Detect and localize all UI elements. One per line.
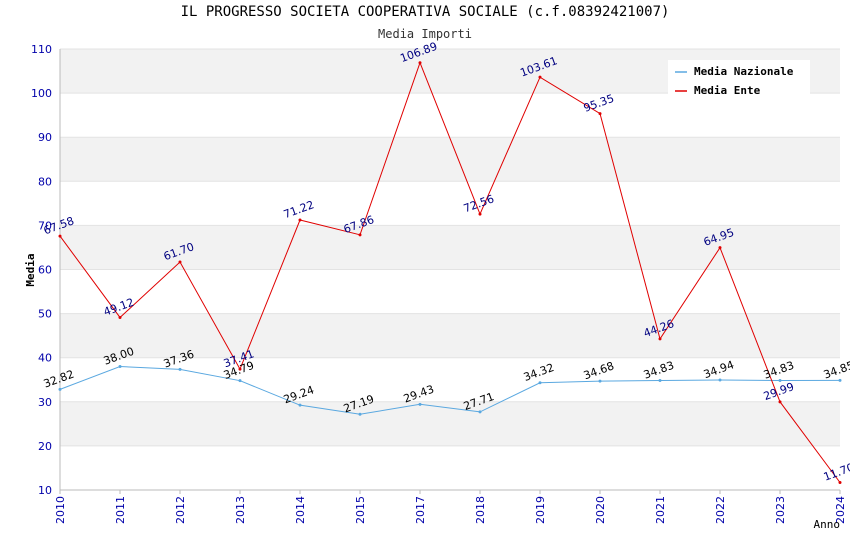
- x-tick-label: 2010: [54, 496, 67, 524]
- data-point-media-ente: [478, 212, 482, 216]
- data-point-media-nazionale: [178, 367, 182, 371]
- x-tick-label: 2020: [594, 496, 607, 524]
- data-point-media-ente: [538, 75, 542, 79]
- y-tick-label: 60: [38, 264, 52, 277]
- grid-band: [60, 313, 840, 358]
- data-point-media-ente: [418, 61, 422, 65]
- x-tick-label: 2013: [234, 496, 247, 524]
- data-label-media-nazionale: 34.83: [762, 359, 796, 382]
- data-point-media-ente: [718, 246, 722, 250]
- data-point-media-ente: [58, 234, 62, 238]
- x-tick-label: 2012: [174, 496, 187, 524]
- y-tick-label: 20: [38, 440, 52, 453]
- y-tick-label: 30: [38, 396, 52, 409]
- chart-title: IL PROGRESSO SOCIETA COOPERATIVA SOCIALE…: [180, 4, 670, 20]
- data-point-media-ente: [238, 367, 242, 371]
- data-point-media-nazionale: [478, 410, 482, 414]
- data-point-media-nazionale: [658, 378, 662, 382]
- data-point-media-ente: [658, 337, 662, 341]
- data-point-media-ente: [178, 260, 182, 264]
- data-point-media-nazionale: [118, 365, 122, 369]
- data-label-media-nazionale: 34.94: [702, 358, 736, 381]
- data-label-media-nazionale: 32.82: [42, 368, 76, 391]
- data-point-media-nazionale: [718, 378, 722, 382]
- x-tick-label: 2017: [414, 496, 427, 524]
- legend-box: [668, 60, 810, 98]
- x-tick-label: 2021: [654, 496, 667, 524]
- y-tick-label: 70: [38, 219, 52, 232]
- data-point-media-nazionale: [598, 379, 602, 383]
- data-point-media-ente: [838, 481, 842, 485]
- y-tick-label: 50: [38, 308, 52, 321]
- x-tick-label: 2015: [354, 496, 367, 524]
- data-point-media-nazionale: [238, 379, 242, 383]
- y-tick-label: 40: [38, 352, 52, 365]
- y-tick-label: 10: [38, 484, 52, 497]
- data-point-media-ente: [598, 112, 602, 116]
- data-point-media-nazionale: [538, 381, 542, 385]
- legend-label-media-ente: Media Ente: [694, 84, 761, 97]
- data-label-media-nazionale: 34.85: [822, 359, 850, 382]
- data-label-media-nazionale: 34.32: [522, 361, 556, 384]
- y-tick-label: 110: [31, 43, 52, 56]
- x-tick-label: 2018: [474, 496, 487, 524]
- data-point-media-ente: [298, 218, 302, 222]
- grid-band: [60, 137, 840, 182]
- series-line-media-ente: [59, 61, 841, 483]
- x-tick-label: 2011: [114, 496, 127, 524]
- data-point-media-nazionale: [838, 378, 842, 382]
- x-axis-label: Anno: [814, 518, 841, 531]
- x-tick-label: 2014: [294, 496, 307, 524]
- y-tick-label: 90: [38, 131, 52, 144]
- grid-band: [60, 401, 840, 446]
- data-label-media-ente: 71.22: [282, 198, 316, 221]
- data-label-media-nazionale: 34.68: [582, 359, 616, 382]
- legend: Media Nazionale Media Ente: [668, 60, 810, 98]
- data-point-media-nazionale: [358, 412, 362, 416]
- y-tick-label: 80: [38, 175, 52, 188]
- data-label-media-ente: 95.35: [582, 92, 616, 115]
- data-point-media-nazionale: [418, 402, 422, 406]
- x-tick-label: 2023: [774, 496, 787, 524]
- y-axis-label: Media: [24, 253, 37, 286]
- data-point-media-nazionale: [778, 378, 782, 382]
- data-point-media-nazionale: [298, 403, 302, 407]
- chart-subtitle: Media Importi: [378, 27, 472, 41]
- y-tick-label: 100: [31, 87, 52, 100]
- data-point-media-ente: [358, 233, 362, 237]
- data-point-media-nazionale: [58, 387, 62, 391]
- x-tick-label: 2022: [714, 496, 727, 524]
- legend-label-media-nazionale: Media Nazionale: [694, 65, 794, 78]
- data-point-media-ente: [118, 315, 122, 319]
- x-tick-label: 2024: [834, 496, 847, 524]
- x-tick-label: 2019: [534, 496, 547, 524]
- data-label-media-nazionale: 34.83: [642, 359, 676, 382]
- data-point-media-ente: [778, 400, 782, 404]
- series-line-media-nazionale: [59, 366, 841, 415]
